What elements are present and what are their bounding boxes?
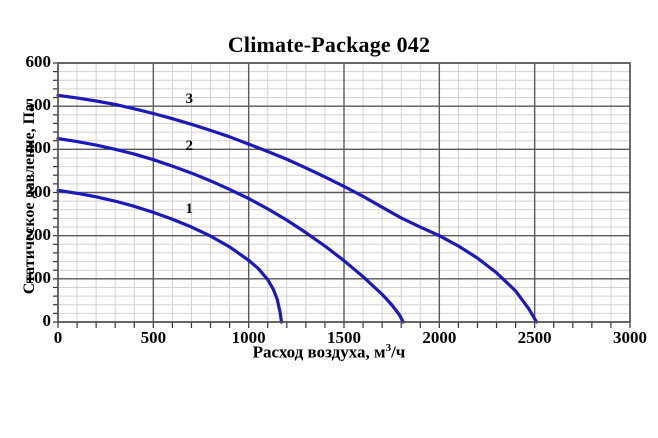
- curve-1: [56, 188, 284, 324]
- x-tick-label-3000: 3000: [613, 328, 647, 347]
- y-tick-label-100: 100: [25, 267, 52, 287]
- x-tick-label-2500: 2500: [517, 328, 552, 347]
- y-tick-label-400: 400: [25, 138, 52, 158]
- x-axis-title-prefix: Расход воздуха, м: [252, 342, 386, 362]
- axis-tick-marks: [53, 62, 631, 328]
- y-tick-label-500: 500: [25, 95, 52, 115]
- y-axis-title: Статическое давление, Па: [21, 103, 38, 295]
- curve-3: [56, 93, 539, 324]
- major-gridlines: [57, 62, 631, 323]
- y-tick-label-600: 600: [25, 52, 52, 71]
- x-axis-title: Расход воздуха, м3/ч: [0, 342, 658, 363]
- x-tick-label-500: 500: [140, 328, 167, 347]
- plot-frame: [57, 62, 631, 323]
- x-tick-label-2000: 2000: [422, 328, 457, 347]
- x-axis-title-superscript: 3: [385, 342, 392, 354]
- y-tick-label-200: 200: [25, 224, 52, 244]
- x-tick-label-1000: 1000: [231, 328, 266, 347]
- data-curves: [56, 93, 539, 324]
- curve-label-1: 1: [185, 200, 194, 217]
- y-tick-label-0: 0: [42, 311, 52, 330]
- curve-label-2: 2: [185, 138, 194, 155]
- curve-2: [56, 136, 405, 324]
- curve-label-3: 3: [185, 90, 194, 107]
- chart-title: Climate-Package 042: [227, 32, 431, 57]
- y-tick-label-300: 300: [25, 181, 52, 201]
- x-tick-label-1500: 1500: [327, 328, 361, 347]
- x-tick-label-0: 0: [53, 328, 63, 347]
- x-axis-title-suffix: /ч: [391, 342, 406, 362]
